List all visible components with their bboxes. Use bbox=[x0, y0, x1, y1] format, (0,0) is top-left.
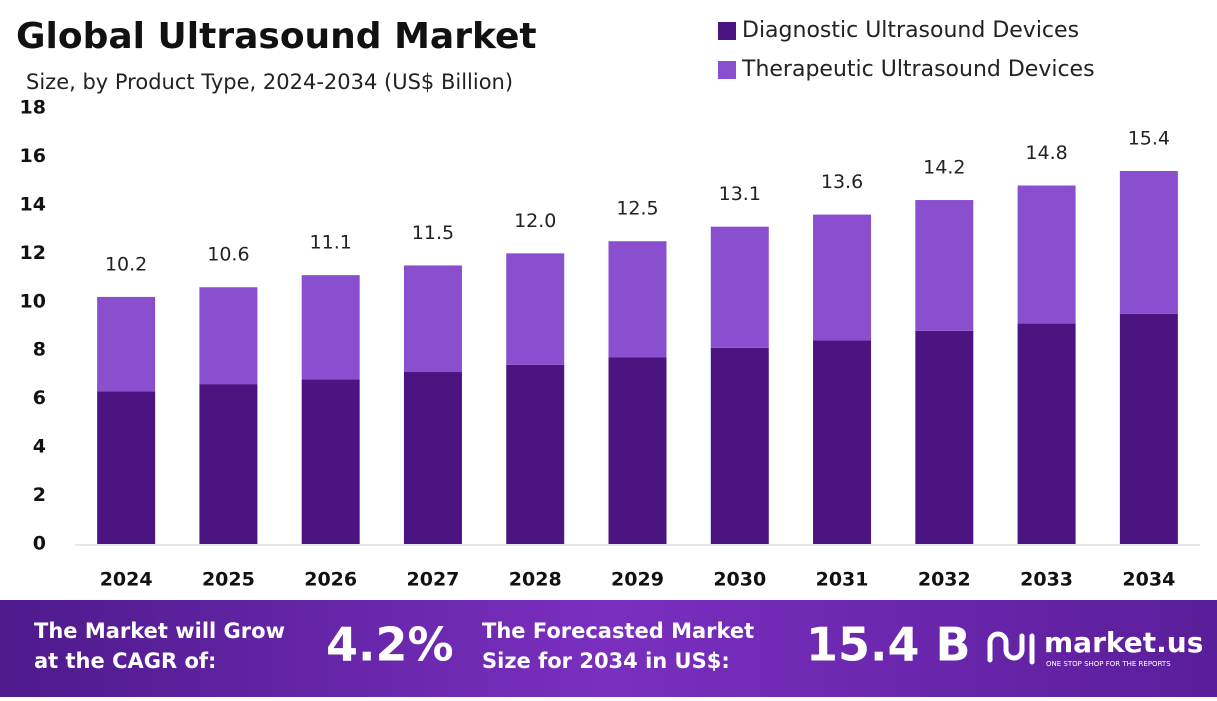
bar-segment bbox=[199, 384, 258, 544]
y-tick-label: 0 bbox=[33, 533, 46, 555]
total-label: 12.0 bbox=[514, 210, 556, 232]
x-tick-label: 2031 bbox=[816, 569, 869, 591]
x-tick-label: 2024 bbox=[100, 569, 153, 591]
total-label: 11.1 bbox=[310, 232, 352, 254]
chart-subtitle: Size, by Product Type, 2024-2034 (US$ Bi… bbox=[26, 70, 513, 94]
brand-name: market.us bbox=[1044, 626, 1203, 659]
total-label: 14.8 bbox=[1025, 142, 1067, 164]
x-tick-label: 2030 bbox=[713, 569, 766, 591]
y-tick-label: 18 bbox=[20, 97, 46, 119]
total-label: 13.1 bbox=[719, 183, 761, 205]
chart-title: Global Ultrasound Market bbox=[16, 16, 537, 57]
brand-logo bbox=[987, 631, 1035, 665]
legend-label: Diagnostic Ultrasound Devices bbox=[742, 18, 1079, 43]
forecast-text: The Forecasted Market bbox=[482, 619, 754, 643]
bar-segment bbox=[506, 364, 565, 544]
x-tick-label: 2025 bbox=[202, 569, 255, 591]
y-tick-label: 10 bbox=[20, 290, 46, 312]
bar-segment bbox=[301, 275, 360, 380]
bar-segment bbox=[915, 200, 974, 331]
bar-segment bbox=[97, 391, 156, 544]
bar-segment bbox=[608, 241, 667, 358]
bar-segment bbox=[1017, 185, 1076, 324]
total-label: 10.6 bbox=[207, 244, 249, 266]
forecast-text: Size for 2034 in US$: bbox=[482, 649, 730, 673]
bar-segment bbox=[301, 379, 360, 544]
x-tick-label: 2028 bbox=[509, 569, 562, 591]
total-label: 15.4 bbox=[1128, 127, 1170, 149]
cagr-text: at the CAGR of: bbox=[34, 649, 216, 673]
x-tick-label: 2033 bbox=[1020, 569, 1073, 591]
legend-label: Therapeutic Ultrasound Devices bbox=[741, 57, 1095, 82]
bar-segment bbox=[97, 296, 156, 392]
y-tick-label: 8 bbox=[33, 339, 46, 361]
bar-segment bbox=[1119, 170, 1178, 314]
y-tick-label: 14 bbox=[20, 193, 46, 215]
bar-segment bbox=[813, 340, 872, 544]
footer-banner bbox=[0, 600, 1217, 697]
bar-segment bbox=[813, 214, 872, 341]
x-tick-label: 2034 bbox=[1122, 569, 1175, 591]
x-tick-label: 2032 bbox=[918, 569, 971, 591]
bar-segment bbox=[710, 226, 769, 348]
x-tick-label: 2026 bbox=[304, 569, 357, 591]
bar-segment bbox=[1017, 323, 1076, 544]
total-label: 12.5 bbox=[616, 198, 658, 220]
x-tick-label: 2027 bbox=[407, 569, 460, 591]
total-label: 11.5 bbox=[412, 222, 454, 244]
y-tick-label: 2 bbox=[33, 484, 46, 506]
x-tick-label: 2029 bbox=[611, 569, 664, 591]
total-label: 14.2 bbox=[923, 157, 965, 179]
forecast-value: 15.4 B bbox=[806, 618, 971, 672]
cagr-value: 4.2% bbox=[326, 618, 454, 672]
total-label: 13.6 bbox=[821, 171, 863, 193]
legend-swatch bbox=[718, 61, 736, 79]
y-tick-label: 6 bbox=[33, 387, 46, 409]
bar-segment bbox=[1119, 313, 1178, 544]
bar-segment bbox=[199, 287, 258, 385]
y-tick-label: 16 bbox=[20, 145, 46, 167]
bar-segment bbox=[608, 357, 667, 544]
total-label: 10.2 bbox=[105, 253, 147, 275]
y-tick-label: 12 bbox=[20, 242, 46, 264]
legend-swatch bbox=[718, 22, 736, 40]
y-tick-label: 4 bbox=[33, 436, 46, 458]
bar-segment bbox=[710, 347, 769, 544]
cagr-text: The Market will Grow bbox=[34, 619, 285, 643]
brand-tagline: ONE STOP SHOP FOR THE REPORTS bbox=[1046, 660, 1171, 668]
bar-segment bbox=[915, 330, 974, 544]
bar-segment bbox=[403, 372, 462, 544]
bar-segment bbox=[506, 253, 565, 365]
bar-segment bbox=[403, 265, 462, 373]
